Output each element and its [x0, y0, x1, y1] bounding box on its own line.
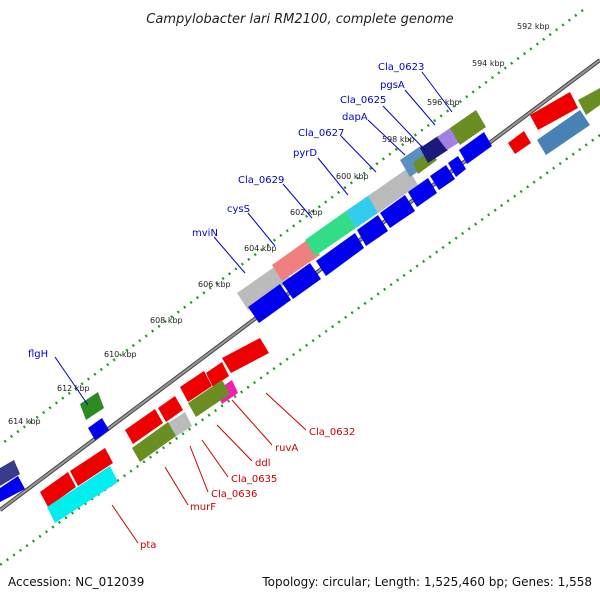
gene-label: flgH: [28, 349, 48, 360]
gene-label: Cla_0635: [231, 474, 277, 485]
tick-label: 614 kbp: [8, 417, 41, 426]
gene-labels-top: Cla_0623 pgsA Cla_0625 dapA Cla_0627 pyr…: [28, 62, 424, 360]
gene-cluster-lower: [0, 338, 269, 523]
tick-label: 600 kbp: [336, 172, 369, 181]
gene-label: cysS: [227, 204, 250, 215]
tick-label: 604 kbp: [244, 244, 277, 253]
gene-label: pyrD: [293, 148, 317, 159]
gene-label: murF: [190, 502, 216, 513]
tick-labels: 592 kbp 594 kbp 596 kbp 598 kbp 600 kbp …: [8, 22, 550, 426]
gene-cluster-upper: [237, 88, 600, 323]
gene-labels-bottom: Cla_0632 ruvA ddl Cla_0635 Cla_0636 murF…: [140, 427, 355, 551]
accession-text: Accession: NC_012039: [8, 575, 144, 589]
inner-tick-ring: [0, 133, 600, 567]
gene-label: Cla_0629: [238, 175, 284, 186]
leader-lines: [54, 71, 453, 544]
gene-label: Cla_0636: [211, 489, 257, 500]
tick-label: 592 kbp: [517, 22, 550, 31]
tick-label: 598 kbp: [382, 135, 415, 144]
gene-label: pgsA: [380, 80, 405, 91]
tick-label: 596 kbp: [427, 98, 460, 107]
gene-label: pta: [140, 540, 156, 551]
gene-label: mviN: [192, 228, 218, 239]
gene-label: Cla_0623: [378, 62, 424, 73]
outer-tick-ring: [0, 8, 584, 447]
gene-label: Cla_0625: [340, 95, 386, 106]
tick-label: 610 kbp: [104, 350, 137, 359]
tick-label: 602 kbp: [290, 208, 323, 217]
tick-label: 606 kbp: [198, 280, 231, 289]
gene-label: Cla_0632: [309, 427, 355, 438]
gene-label: ruvA: [275, 443, 298, 454]
tick-label: 608 kbp: [150, 316, 183, 325]
topology-summary: Topology: circular; Length: 1,525,460 bp…: [261, 575, 592, 589]
tick-label: 594 kbp: [472, 59, 505, 68]
gene-label: Cla_0627: [298, 128, 344, 139]
tick-label: 612 kbp: [57, 384, 90, 393]
map-title: Campylobacter lari RM2100, complete geno…: [146, 12, 453, 27]
gene-label: dapA: [342, 112, 368, 123]
gene-label: ddl: [255, 458, 270, 469]
